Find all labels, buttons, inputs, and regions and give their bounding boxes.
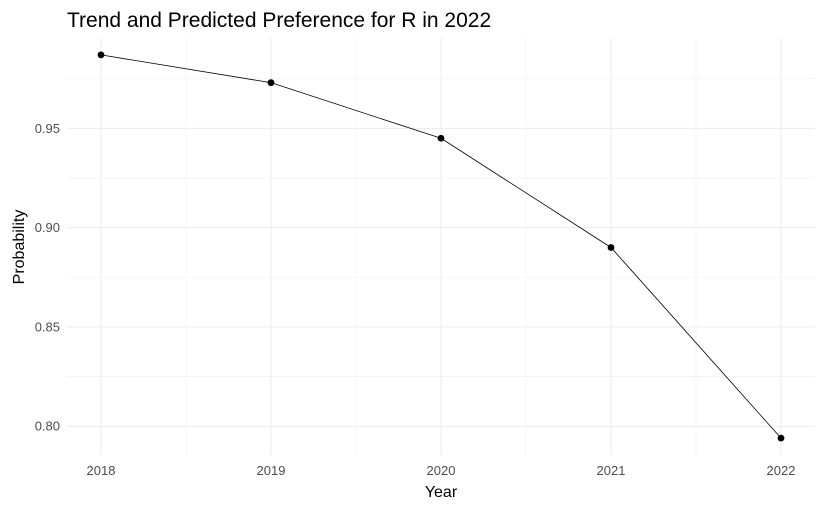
x-axis-title: Year xyxy=(425,484,458,501)
data-point xyxy=(97,51,105,59)
x-tick-label: 2019 xyxy=(257,463,286,478)
y-axis-ticks: 0.80 0.85 0.90 0.95 xyxy=(35,121,60,434)
y-tick-label: 0.95 xyxy=(35,121,60,136)
x-tick-label: 2018 xyxy=(87,463,116,478)
y-tick-label: 0.80 xyxy=(35,419,60,434)
x-tick-label: 2020 xyxy=(427,463,456,478)
series-layer xyxy=(97,51,785,442)
x-tick-label: 2022 xyxy=(767,463,796,478)
data-point xyxy=(607,244,615,251)
x-tick-label: 2021 xyxy=(597,463,626,478)
y-tick-label: 0.90 xyxy=(35,220,60,235)
y-tick-label: 0.85 xyxy=(35,319,60,334)
x-axis-ticks: 2018 2019 2020 2021 2022 xyxy=(87,463,796,478)
data-point xyxy=(777,434,785,442)
data-point xyxy=(437,134,445,142)
chart-title: Trend and Predicted Preference for R in … xyxy=(67,9,491,32)
y-axis-title: Probability xyxy=(11,210,28,285)
data-point xyxy=(267,79,275,87)
grid-lines xyxy=(67,38,815,455)
